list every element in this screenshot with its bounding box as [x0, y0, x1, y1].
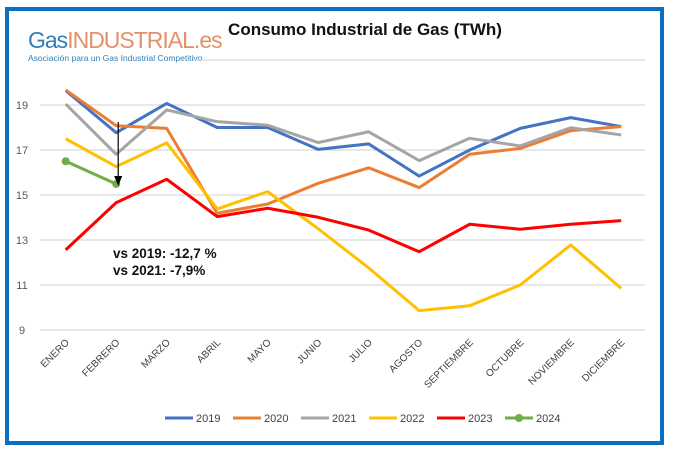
- x-tick-label: OCTUBRE: [484, 337, 527, 380]
- y-tick-label: 9: [19, 325, 25, 337]
- x-tick-label: NOVIEMBRE: [527, 337, 577, 387]
- gasindustrial-logo: GasINDUSTRIAL.es Asociación para un Gas …: [28, 27, 223, 63]
- y-tick-label: 15: [16, 190, 28, 202]
- chart-frame: [5, 7, 664, 445]
- y-tick-label: 13: [16, 235, 28, 247]
- legend-label-2021: 2021: [332, 413, 356, 425]
- legend-marker-2024: [515, 414, 523, 422]
- x-tick-label: SEPTIEMBRE: [422, 337, 476, 391]
- x-tick-label: ABRIL: [195, 337, 224, 366]
- x-tick-label: MARZO: [140, 337, 173, 370]
- x-tick-label: MAYO: [246, 337, 274, 365]
- logo-brand-gas: Gas: [28, 27, 68, 53]
- series-line-2023: [64, 177, 622, 254]
- legend-label-2019: 2019: [196, 413, 220, 425]
- x-tick-label: AGOSTO: [387, 337, 425, 375]
- chart-title: Consumo Industrial de Gas (TWh): [228, 20, 502, 39]
- y-tick-label: 11: [16, 280, 27, 292]
- x-tick-label: FEBRERO: [80, 337, 122, 379]
- x-tick-label: JUNIO: [295, 337, 324, 366]
- legend-label-2024: 2024: [536, 413, 560, 425]
- annotation-text: vs 2019: -12,7 %: [113, 246, 217, 261]
- logo-tagline: Asociación para un Gas Industrial Compet…: [28, 53, 203, 63]
- legend-label-2023: 2023: [468, 413, 492, 425]
- y-tick-label: 17: [16, 145, 28, 157]
- series-line-2024: [65, 159, 117, 186]
- data-point-2024: [61, 157, 70, 166]
- x-tick-label: ENERO: [39, 337, 72, 370]
- annotation-text: vs 2021: -7,9%: [113, 263, 205, 278]
- x-tick-label: JULIO: [347, 337, 375, 365]
- series-line-2022: [64, 137, 623, 313]
- logo-brand-industrial: INDUSTRIAL.es: [67, 27, 222, 53]
- legend-label-2020: 2020: [264, 413, 288, 425]
- series-line-2019: [64, 89, 622, 178]
- legend-label-2022: 2022: [400, 413, 424, 425]
- y-tick-label: 19: [16, 100, 28, 112]
- annotation-arrowhead-icon: [114, 176, 123, 186]
- series-line-2021: [64, 103, 622, 163]
- x-tick-label: DICIEMBRE: [580, 337, 627, 384]
- series-line-2020: [64, 88, 622, 215]
